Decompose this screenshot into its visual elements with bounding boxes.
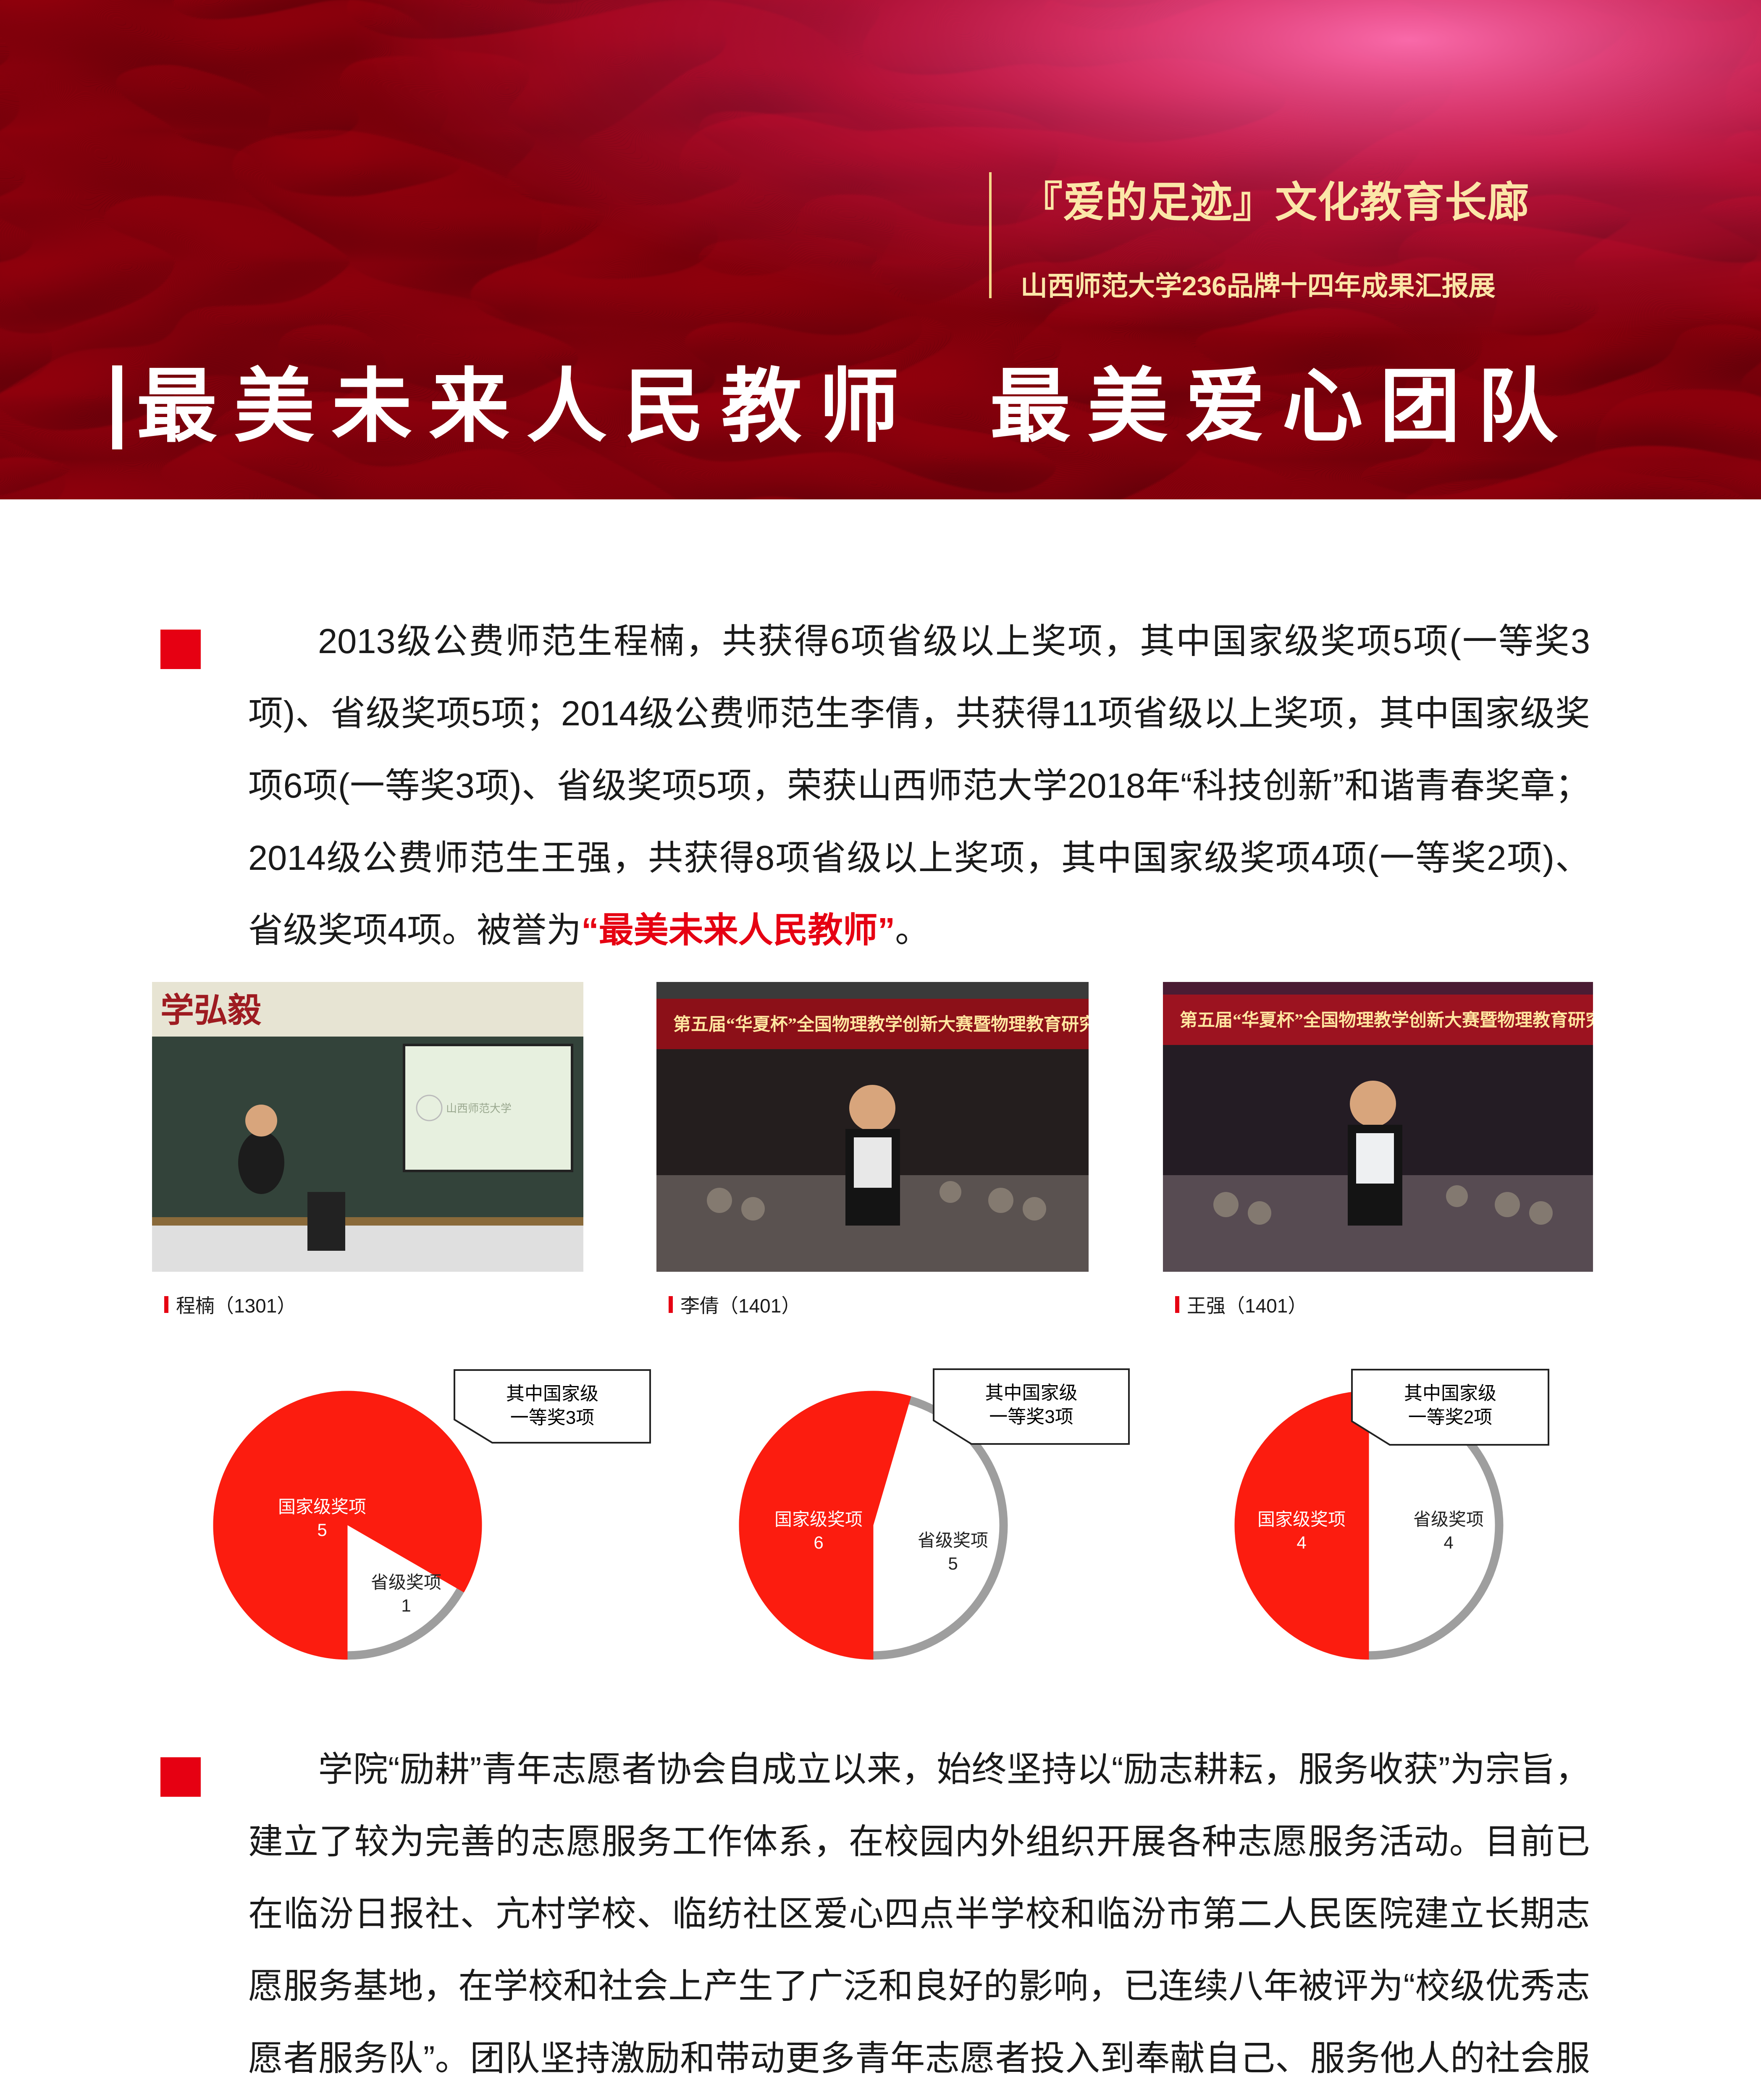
svg-text:第五届“华夏杯”全国物理教学创新大赛暨物理教育研究论坛: 第五届“华夏杯”全国物理教学创新大赛暨物理教育研究论坛 xyxy=(673,1014,1089,1034)
svg-text:学弘毅: 学弘毅 xyxy=(160,992,262,1029)
svg-text:山西师范大学: 山西师范大学 xyxy=(446,1102,512,1115)
svg-text:第五届“华夏杯”全国物理教学创新大赛暨物理教育研究论坛: 第五届“华夏杯”全国物理教学创新大赛暨物理教育研究论坛 xyxy=(1180,1010,1593,1030)
